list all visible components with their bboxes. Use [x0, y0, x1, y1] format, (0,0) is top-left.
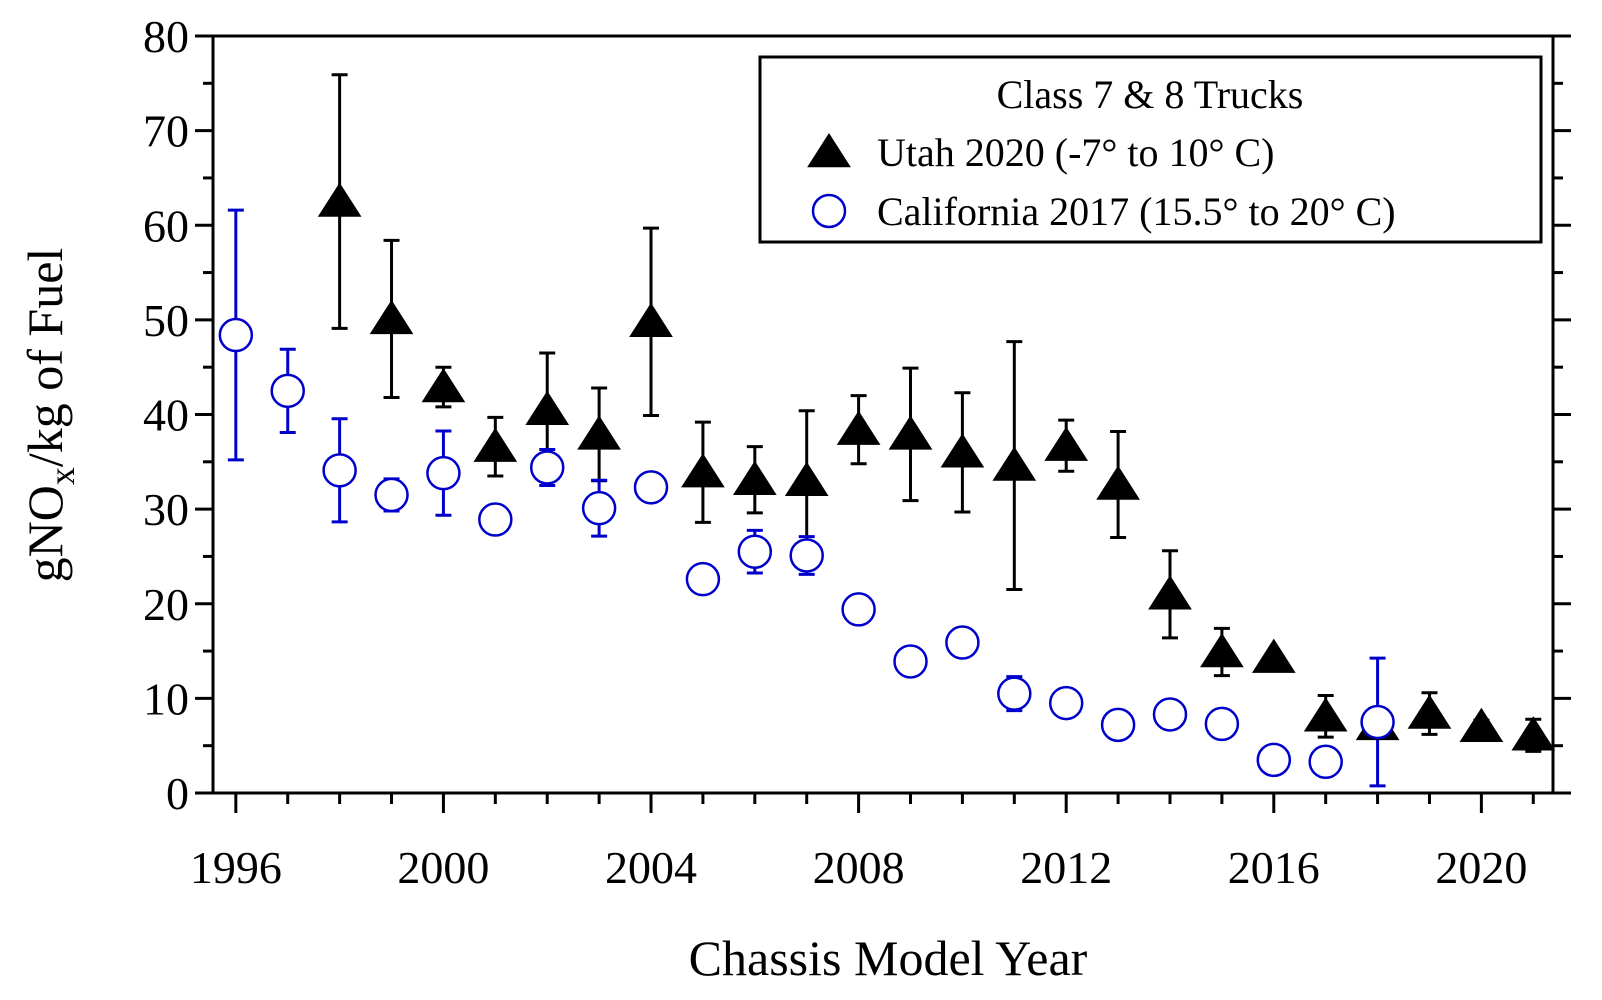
circle-marker — [685, 561, 721, 597]
y-label-sub: x — [42, 467, 82, 485]
circle-marker — [789, 538, 824, 573]
y-label-main: gNO — [17, 485, 73, 582]
circle-marker — [581, 490, 617, 526]
triangle-marker — [888, 415, 933, 450]
triangle-marker — [1044, 426, 1089, 461]
circle-marker — [374, 477, 409, 513]
circle-marker — [633, 470, 669, 505]
triangle-marker — [525, 390, 570, 425]
circle-marker — [893, 644, 928, 679]
legend-marker — [807, 133, 851, 168]
triangle-marker — [317, 182, 362, 217]
triangle-marker — [1511, 716, 1556, 751]
legend-box — [758, 55, 1543, 244]
circle-marker — [945, 625, 980, 660]
circle-marker — [529, 450, 565, 485]
x-tick-label: 2008 — [813, 842, 905, 893]
y-tick-label: 70 — [143, 106, 189, 157]
x-tick-label: 2004 — [605, 842, 697, 893]
triangle-marker — [1200, 633, 1244, 668]
triangle-marker — [836, 410, 881, 445]
y-tick-label: 0 — [166, 768, 189, 819]
x-tick-label: 1996 — [190, 842, 282, 893]
triangle-marker — [1407, 694, 1452, 729]
circle-marker — [426, 455, 461, 491]
circle-marker — [478, 502, 513, 537]
circle-marker — [270, 373, 305, 409]
circle-marker — [997, 676, 1032, 711]
legend: Class 7 & 8 Trucks Utah 2020 (-7° to 10° … — [758, 55, 1543, 244]
circle-marker — [841, 592, 876, 627]
y-tick-label: 30 — [143, 484, 189, 535]
triangle-marker — [421, 368, 466, 403]
triangle-marker — [992, 446, 1037, 481]
circle-marker — [737, 534, 773, 569]
triangle-marker — [1096, 465, 1140, 500]
legend-label: Utah 2020 (-7° to 10° C) — [877, 130, 1275, 175]
circle-marker — [1048, 685, 1084, 721]
triangle-marker — [784, 461, 829, 496]
circle-marker — [1152, 697, 1188, 732]
triangle-marker — [1459, 707, 1504, 742]
circle-marker — [322, 453, 357, 488]
x-tick-label: 2012 — [1020, 842, 1112, 893]
triangle-marker — [940, 433, 985, 468]
circle-marker — [218, 317, 254, 353]
circle-marker — [1308, 744, 1343, 780]
y-label-rest: /kg of Fuel — [17, 248, 73, 467]
y-tick-label: 10 — [143, 673, 189, 724]
x-tick-label: 2000 — [397, 842, 489, 893]
y-tick-label: 60 — [143, 200, 189, 251]
y-tick-label: 80 — [143, 11, 189, 62]
triangle-marker — [681, 453, 725, 488]
circle-marker — [1100, 707, 1136, 743]
x-tick-label: 2016 — [1228, 842, 1320, 893]
x-axis-label: Chassis Model Year — [689, 930, 1088, 986]
triangle-marker — [577, 415, 621, 450]
y-tick-label: 50 — [143, 295, 189, 346]
legend-title: Class 7 & 8 Trucks — [997, 72, 1304, 117]
legend-marker — [811, 193, 847, 229]
triangle-marker — [1303, 697, 1348, 732]
y-tick-label: 40 — [143, 390, 189, 441]
circle-marker — [1360, 704, 1395, 740]
triangle-marker — [629, 302, 673, 337]
y-tick-label: 20 — [143, 579, 189, 630]
triangle-marker — [732, 460, 777, 495]
triangle-marker — [369, 299, 414, 335]
triangle-marker — [473, 427, 518, 462]
circle-marker — [1204, 706, 1240, 742]
circle-marker — [1256, 742, 1292, 778]
y-axis-label: gNOx/kg of Fuel — [17, 248, 82, 583]
triangle-marker — [1148, 575, 1192, 610]
legend-label: California 2017 (15.5° to 20° C) — [877, 189, 1396, 234]
x-tick-label: 2020 — [1435, 842, 1527, 893]
triangle-marker — [1251, 638, 1296, 673]
